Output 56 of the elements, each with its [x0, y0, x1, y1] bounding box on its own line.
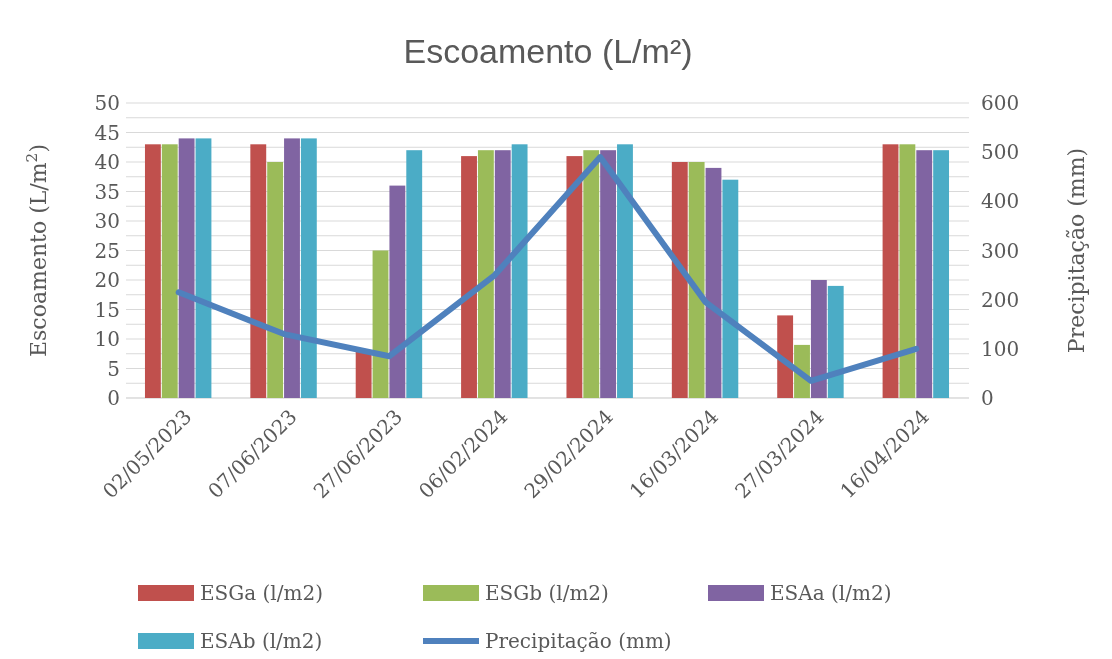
y-tick-label: 0	[107, 386, 120, 410]
bar	[916, 150, 933, 398]
bar	[688, 162, 705, 398]
bar	[372, 250, 389, 398]
bar	[300, 138, 317, 398]
bar	[600, 150, 617, 398]
legend-label: ESGb (l/m2)	[485, 581, 609, 605]
y2-axis-title: Precipitação (mm)	[1064, 147, 1089, 354]
legend-label: Precipitação (mm)	[485, 629, 672, 653]
bar	[511, 144, 528, 398]
y2-tick-label: 500	[981, 140, 1020, 165]
legend-label: ESAa (l/m2)	[770, 581, 892, 605]
bar	[777, 315, 794, 398]
bar	[461, 156, 477, 398]
bar	[389, 185, 406, 398]
bar	[933, 150, 950, 398]
bar	[882, 144, 899, 398]
y2-tick-label: 400	[981, 189, 1020, 214]
bar	[284, 138, 300, 398]
legend-label: ESGa (l/m2)	[200, 581, 323, 605]
bar	[406, 150, 423, 398]
bar	[810, 280, 827, 398]
y2-tick-label: 300	[981, 238, 1020, 263]
y-tick-label: 5	[107, 356, 120, 381]
bar	[161, 144, 178, 398]
bar	[671, 162, 688, 398]
bar	[144, 144, 161, 398]
y-tick-label: 40	[94, 150, 120, 174]
bar	[827, 285, 844, 398]
y-tick-label: 30	[94, 209, 120, 233]
legend-label: ESAb (l/m2)	[200, 629, 323, 653]
y-tick-label: 45	[94, 120, 120, 145]
bar	[195, 138, 212, 398]
bar	[267, 162, 284, 398]
y2-tick-label: 100	[981, 336, 1020, 361]
y-tick-label: 20	[94, 268, 120, 292]
bar	[722, 179, 739, 398]
bar	[250, 144, 267, 398]
y-tick-label: 10	[94, 327, 120, 351]
bar	[617, 144, 633, 398]
y2-tick-label: 0	[981, 386, 994, 410]
bar	[477, 150, 494, 398]
bar	[178, 138, 195, 398]
chart-title: Escoamento (L/m²)	[403, 32, 693, 70]
bar	[705, 167, 722, 398]
y2-tick-label: 200	[981, 287, 1020, 312]
y2-tick-label: 600	[981, 91, 1020, 115]
bar	[899, 144, 916, 398]
bar	[566, 156, 583, 398]
bar	[583, 150, 600, 398]
bar	[355, 350, 372, 398]
y-tick-label: 15	[94, 297, 120, 322]
y-tick-label: 50	[94, 91, 120, 115]
y-tick-label: 25	[94, 238, 120, 263]
bar	[494, 150, 511, 398]
y-tick-label: 35	[94, 179, 120, 204]
